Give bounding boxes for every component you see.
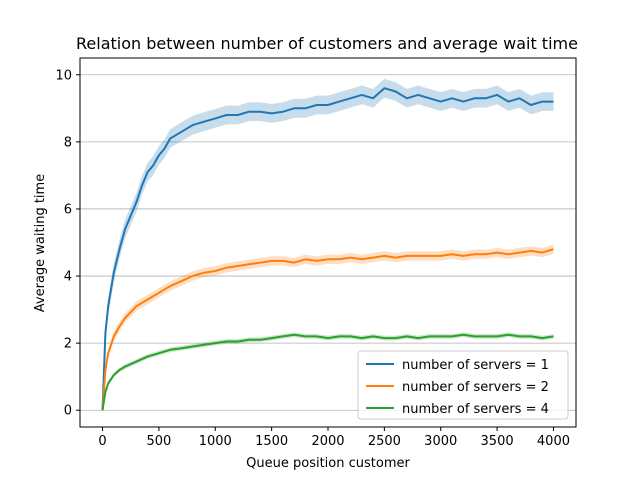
x-tick-label: 1500 [255, 434, 288, 449]
x-tick-label: 3000 [424, 434, 457, 449]
x-tick-label: 1000 [199, 434, 232, 449]
y-tick-label: 2 [64, 337, 72, 352]
x-axis-ticks: 0 500 1000 1500 2000 2500 3000 3500 4000 [98, 427, 570, 449]
y-tick-label: 4 [64, 270, 72, 285]
x-tick-label: 4000 [537, 434, 570, 449]
chart-title: Relation between number of customers and… [76, 34, 578, 53]
y-axis-label: Average waiting time [33, 174, 48, 312]
legend: number of servers = 1 number of servers =… [357, 350, 569, 420]
line-series-3 [101, 333, 554, 411]
legend-box [357, 350, 569, 420]
legend-label-3: number of servers = 4 [402, 402, 549, 417]
line-series-2 [101, 248, 554, 411]
y-tick-label: 6 [64, 202, 72, 217]
x-tick-label: 500 [146, 434, 171, 449]
x-tick-label: 2500 [368, 434, 401, 449]
series-lines [101, 87, 554, 411]
x-tick-label: 3500 [481, 434, 514, 449]
x-tick-label: 2000 [311, 434, 344, 449]
x-axis-label: Queue position customer [246, 456, 410, 471]
legend-label-2: number of servers = 2 [402, 380, 549, 395]
y-axis-ticks: 0 2 4 6 8 10 [55, 68, 80, 419]
line-series-1 [101, 87, 554, 411]
y-tick-label: 8 [64, 135, 72, 150]
y-tick-label: 0 [64, 404, 72, 419]
y-tick-label: 10 [55, 68, 72, 83]
legend-label-1: number of servers = 1 [402, 358, 549, 373]
x-tick-label: 0 [98, 434, 106, 449]
